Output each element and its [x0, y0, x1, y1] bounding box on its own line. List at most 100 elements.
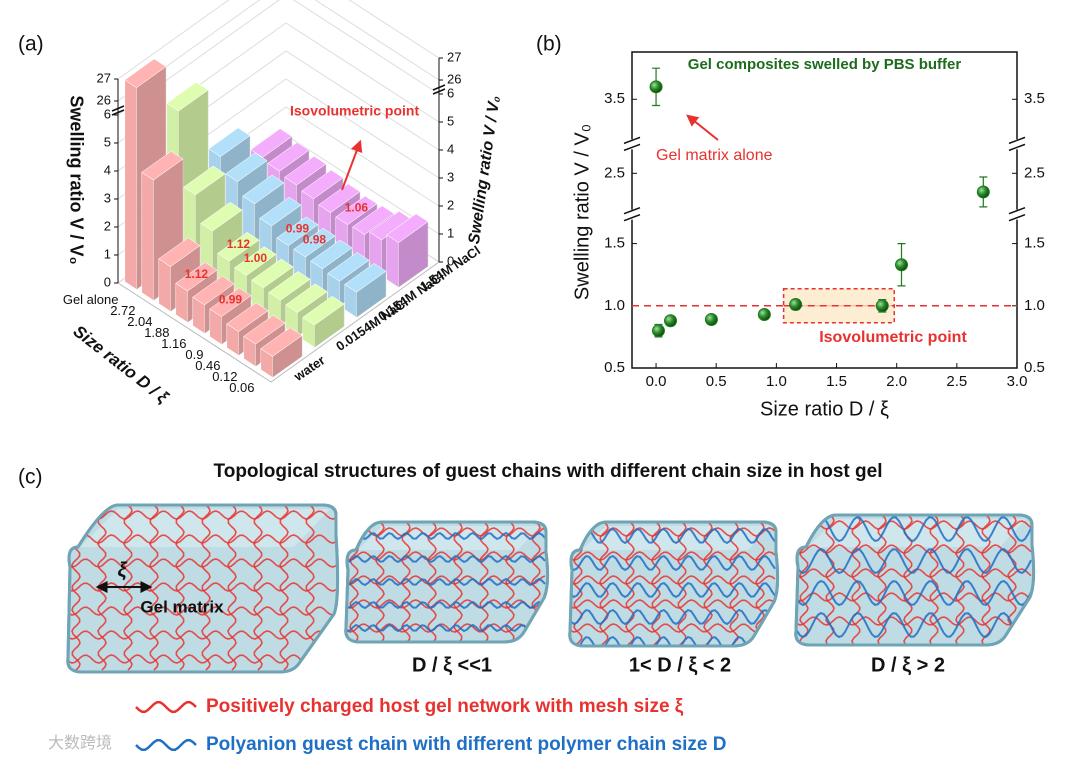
y-tick-label: 1.0 [604, 297, 625, 314]
grid-line [117, 0, 440, 116]
host-chain [279, 505, 289, 671]
legend-swatch [135, 700, 197, 714]
axis-break-gap [1009, 139, 1025, 150]
bar-top [352, 205, 395, 235]
gel-top [808, 519, 1026, 547]
guest-chain [345, 577, 546, 587]
y2-tick-label: 5 [447, 113, 454, 128]
y2-tick-label: 1.0 [1024, 297, 1045, 314]
guest-chain [569, 608, 776, 626]
guest-chain [345, 600, 546, 610]
legend-swatch [135, 738, 197, 752]
y-axis-title: Swelling ratio V / V₀ [571, 124, 593, 300]
host-chain [929, 515, 939, 645]
x-tick-label: 1.16 [161, 336, 186, 351]
y2-tick-label: 0.5 [1024, 359, 1045, 376]
axis-break [623, 206, 641, 222]
case-label: 1< D / ξ < 2 [629, 654, 731, 676]
y-tick-label: 1.5 [604, 235, 625, 252]
bar-top [175, 261, 218, 292]
host-chain [67, 510, 337, 520]
host-chain [67, 534, 337, 544]
host-chain [67, 654, 337, 664]
value-label: 0.98 [303, 233, 327, 247]
panel-label: (a) [18, 33, 44, 56]
y2-tick-label: 3.5 [1024, 90, 1045, 107]
bar-top [276, 216, 319, 246]
case-label: D / ξ <<1 [412, 654, 492, 676]
bar-top [386, 213, 429, 243]
y2-axis-title: Swelling ratio V / V₀ [466, 95, 504, 245]
axis-break [432, 84, 446, 95]
host-chain [795, 592, 1032, 602]
x-axis-title: Size ratio D / ξ [760, 398, 889, 420]
y2-tick-label: 1.5 [1024, 235, 1045, 252]
y2-tick-label: 4 [447, 141, 454, 156]
bar-top [335, 195, 378, 226]
x-tick-label: 0.5 [706, 373, 727, 390]
host-chain [955, 515, 965, 645]
annotation-arrow [686, 114, 719, 141]
bar-top [158, 237, 201, 267]
annotation: Gel matrix alone [656, 147, 773, 164]
bar-top [268, 271, 311, 301]
panel-c: Topological structures of guest chains w… [48, 461, 1036, 755]
value-label: 0.99 [286, 221, 310, 235]
x-tick-label: 0.46 [195, 358, 220, 373]
value-label: 1.06 [345, 200, 369, 214]
axis-break [111, 105, 125, 116]
host-chain [345, 575, 546, 585]
x-tick-label: 3.0 [1007, 373, 1028, 390]
x-tick-label: 1.88 [144, 325, 169, 340]
host-chain [851, 515, 861, 645]
bar-side [158, 258, 171, 312]
x-tick-label: 0.9 [185, 347, 203, 362]
y-tick-label: 0 [104, 274, 111, 289]
bar-top [234, 246, 277, 276]
gel-network [345, 522, 546, 642]
host-chain [569, 623, 776, 633]
y-tick-label: 3.5 [604, 90, 625, 107]
bar-top [217, 231, 260, 262]
bar-top [208, 127, 251, 157]
panel-label: (b) [536, 33, 562, 56]
value-label: 1.12 [185, 267, 209, 281]
gel-outline [344, 520, 550, 644]
y-tick-label: 6 [104, 106, 111, 121]
y-tick-label: 1 [104, 246, 111, 261]
data-point [875, 299, 889, 313]
y-axis-title: Swelling ratio V / V₀ [66, 95, 86, 264]
guest-chain [795, 611, 1032, 639]
guest-chain [569, 581, 776, 599]
y-tick-label: 2 [104, 218, 111, 233]
axis-break-gap [624, 209, 640, 220]
bar-top [225, 152, 268, 182]
annotation-arrow [341, 139, 363, 191]
bar-side [386, 234, 399, 288]
bar-top [183, 165, 226, 196]
bar-top [124, 58, 167, 88]
host-chain [175, 505, 185, 671]
bar-top [344, 263, 387, 293]
y-tick-label: 5 [104, 134, 111, 149]
y2-tick-label: 1 [447, 225, 454, 240]
data-point [651, 324, 665, 338]
host-chain [569, 575, 776, 585]
bar-top [260, 327, 303, 357]
gel-outline [794, 513, 1036, 647]
bar-top [166, 81, 209, 112]
bar-top [243, 314, 286, 345]
y2-tick-label: 27 [447, 49, 461, 64]
gel-network [795, 515, 1032, 645]
bar-top [259, 196, 302, 227]
y2-tick-label: 0 [447, 253, 454, 268]
axis-break [1008, 136, 1026, 152]
bar-top [293, 227, 336, 258]
x-tick-label: 0.12 [212, 369, 237, 384]
legend-label: Positively charged host gel network with… [206, 696, 684, 717]
bar-top [301, 169, 344, 200]
value-label: 0.99 [219, 292, 243, 306]
host-chain [569, 551, 776, 561]
bar-top [284, 155, 327, 186]
host-chain [795, 520, 1032, 530]
